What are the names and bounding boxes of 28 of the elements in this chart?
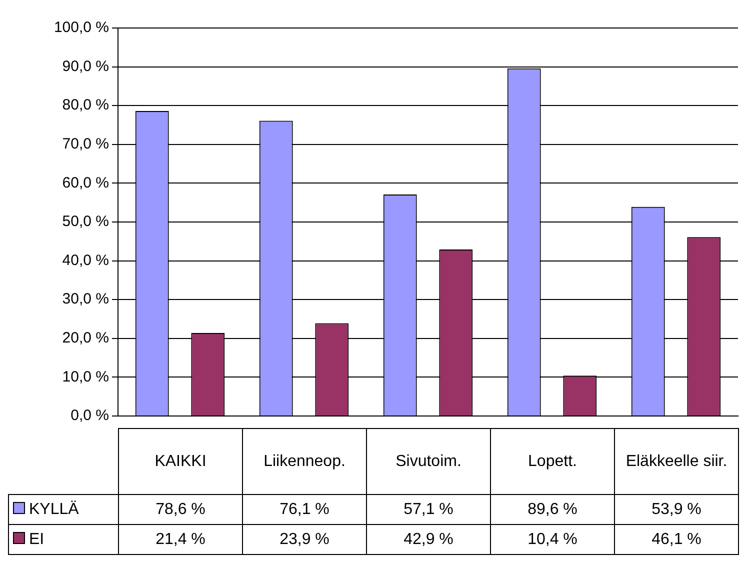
data-label: 21,4 % [118,524,242,554]
data-label: 76,1 % [242,494,366,524]
y-tick-label: 60,0 % [62,174,109,192]
x-tick-label: Eläkkeelle siir. [614,428,738,494]
y-tick-label: 30,0 % [62,290,109,308]
y-tick-label: 70,0 % [62,136,109,153]
y-tick-label: 90,0 % [62,58,109,75]
y-tick-label: 20,0 % [62,330,109,347]
legend-label: EI [8,524,118,554]
y-tick-label: 100,0 % [54,19,109,36]
data-label: 10,4 % [490,524,614,554]
legend-label: KYLLÄ [8,494,118,524]
y-tick-label: 50,0 % [62,213,109,230]
x-tick-label: KAIKKI [118,428,242,494]
y-tick-label: 10,0 % [62,368,109,386]
x-tick-label: Lopett. [490,428,614,494]
data-label: 57,1 % [366,494,490,524]
x-tick-label: Liikenneop. [242,428,366,494]
x-tick-label: Sivutoim. [366,428,490,494]
data-label: 89,6 % [490,494,614,524]
y-tick-label: 80,0 % [62,96,109,114]
data-label: 46,1 % [614,524,738,554]
data-label: 78,6 % [118,494,242,524]
y-tick-label: 40,0 % [62,252,109,269]
data-label: 23,9 % [242,524,366,554]
y-tick-label: 0,0 % [70,407,109,424]
data-label: 53,9 % [614,494,738,524]
data-label: 42,9 % [366,524,490,554]
